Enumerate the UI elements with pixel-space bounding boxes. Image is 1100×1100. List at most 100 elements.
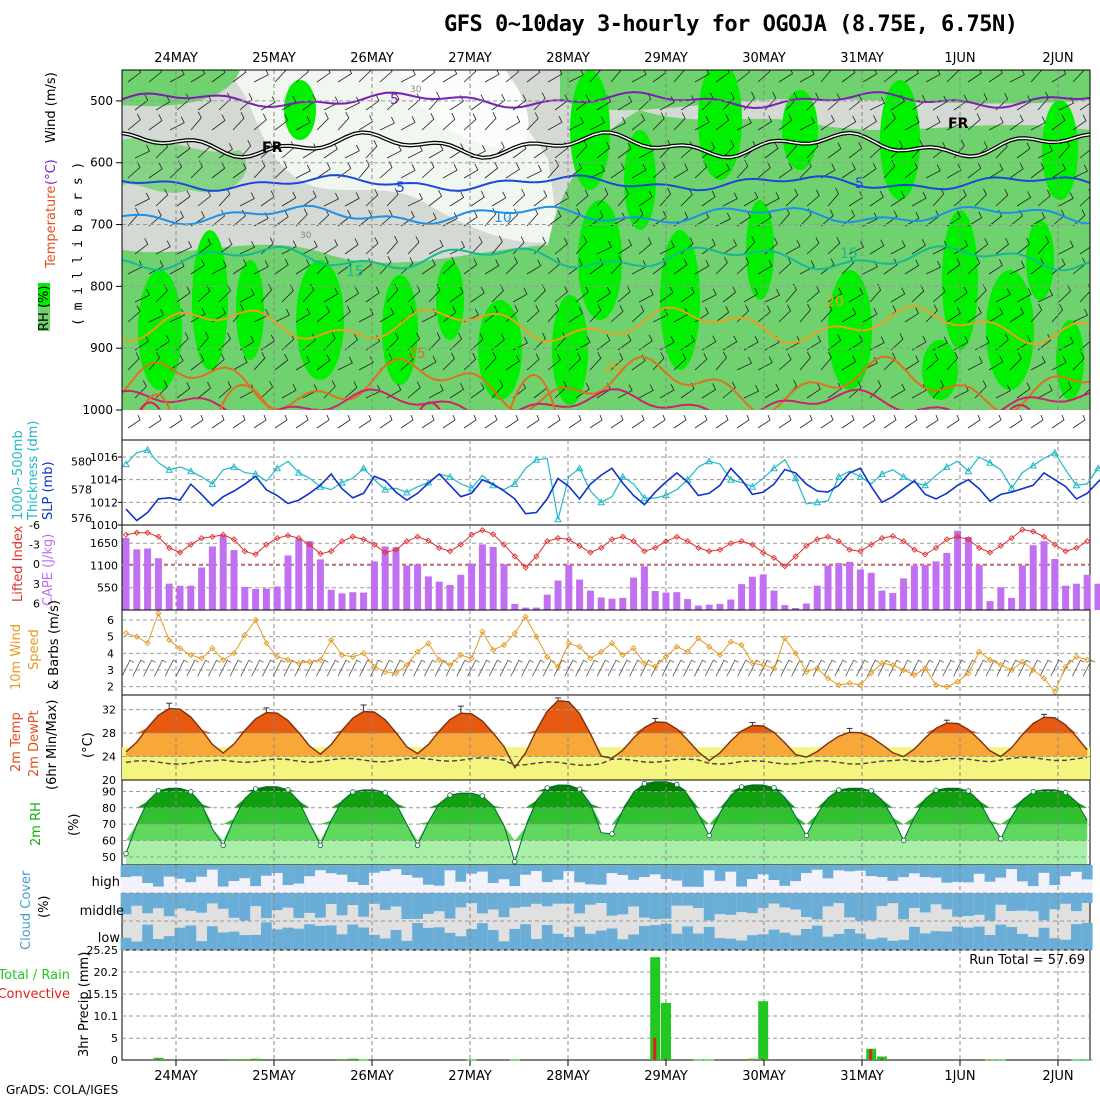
wind-barb-0-30: [757, 70, 771, 83]
wind-barb-9-15: [449, 286, 464, 303]
wind-barb-0-21: [568, 70, 584, 83]
cloud-high-63: [801, 865, 812, 874]
cloud-low-60: [768, 929, 780, 950]
cape-bar-53: [694, 605, 702, 610]
cloud-high-clear-21: [347, 882, 359, 893]
li-point-54: [706, 548, 713, 555]
cloud-high-clear-36: [509, 886, 521, 893]
wind-barb-8-38: [925, 261, 942, 275]
wind-barb-4-29: [736, 160, 749, 179]
wind-barb-10-21: [568, 307, 584, 323]
cloud-middle-43: [585, 893, 596, 905]
cloud-high-clear-80: [984, 881, 996, 893]
cape-bar-57: [738, 584, 746, 610]
wind-barb-12-23: [610, 352, 624, 371]
wind-barb-2-2: [169, 116, 185, 131]
wind-barb-9-4: [218, 284, 231, 303]
cloud-high-57: [736, 865, 747, 887]
wind-barb-5-39: [953, 189, 967, 207]
thickness-point-38: [532, 455, 541, 463]
wind-barb-10-33: [820, 304, 833, 323]
surface-barb-28: [715, 414, 729, 429]
li-point-74: [922, 551, 929, 558]
wind-barb-9-27: [701, 288, 717, 303]
pressure-label-900: 900: [90, 341, 113, 355]
cloud-high-clear-46: [617, 875, 629, 893]
wind-barb-9-22: [596, 286, 611, 303]
cloud-high-clear-89: [1081, 879, 1093, 893]
wind-barb-0-4: [211, 70, 226, 83]
wind-barb-2-22: [589, 116, 605, 131]
cloud-low-63: [801, 929, 812, 950]
wind-barb-13-38: [932, 379, 944, 399]
wind-barb-1-19: [533, 92, 546, 111]
wind-barb-4-14: [421, 161, 435, 179]
wind-point-56: [727, 638, 734, 645]
wind-point-15: [284, 656, 292, 664]
cloud-low-68: [855, 933, 866, 950]
wind-barb-5-19: [533, 190, 548, 207]
wind-barb-11-38: [932, 336, 948, 351]
precip-conv-69: [869, 1049, 873, 1060]
cape-bar-82: [1008, 597, 1016, 610]
wind-barb-9-33: [827, 287, 843, 303]
wind-barb-10-32: [799, 303, 811, 323]
cloud-middle-44: [595, 893, 607, 903]
surface-barb-17: [484, 414, 498, 429]
precip-conv-70: [880, 1058, 883, 1060]
cloud-high-clear-29: [433, 885, 445, 893]
bottom-date-axis: 24MAY 25MAY 26MAY 27MAY 28MAY 29MAY 30MAY 31MAY…: [154, 1060, 1074, 1084]
cloud-middle-21: [347, 893, 359, 905]
rh-saturated-1: [192, 230, 228, 370]
cloud-middle-77: [952, 893, 963, 917]
wind-barb-0-1: [148, 70, 162, 83]
cloud-high-clear-10: [228, 881, 240, 893]
wind-barb-9-13: [407, 285, 421, 303]
li-label-6: 6: [33, 597, 40, 610]
wind-barb-12-13: [400, 353, 414, 371]
precip-total-88: [1071, 1059, 1082, 1061]
wind-barb-12-43: [1030, 356, 1046, 371]
wind-barb-6-16: [463, 210, 478, 227]
cape-bar-63: [802, 603, 810, 610]
surface-barb-42: [1009, 414, 1023, 429]
wind-barb-12-44: [1051, 356, 1067, 371]
rh-point-63: [803, 832, 810, 839]
wind-barb-3-9: [323, 142, 338, 159]
barb-10m-50: [661, 659, 675, 677]
wind-barb-11-22: [596, 334, 611, 351]
wind-barb-5-35: [869, 190, 884, 207]
wind-barb-10-12: [379, 307, 395, 323]
wind-barb-2-35: [862, 115, 878, 131]
cape-bar-83: [1018, 565, 1026, 610]
wind-point-69: [868, 670, 875, 677]
pressure-label-700: 700: [90, 218, 113, 232]
cloud-high-16: [293, 865, 305, 884]
wind-barb-8-28: [715, 256, 728, 275]
cape-bar-55: [716, 603, 724, 610]
cape-bar-14: [273, 586, 281, 610]
cloud-high-clear-54: [703, 870, 715, 893]
label-rh: RH (%): [37, 286, 52, 331]
wind-barb-9-16: [470, 286, 485, 303]
wind-barb-5-40: [974, 188, 987, 207]
thickness-point-22: [359, 464, 368, 472]
barb-10m-75: [931, 659, 945, 677]
wind-barb-12-5: [232, 356, 248, 371]
wind-barb-6-28: [715, 212, 731, 227]
cloud-high-clear-64: [811, 869, 823, 893]
wind-point-20: [338, 651, 346, 659]
wind-barb-13-29: [743, 385, 760, 399]
cape-bar-50: [662, 592, 670, 610]
wind-barb-8-4: [211, 260, 227, 275]
rh-point-66: [836, 787, 842, 793]
cape-bar-65: [824, 565, 832, 610]
rh-legend-swatch-2: [38, 307, 50, 331]
wind-barb-7-43: [1037, 235, 1050, 255]
wind-barb-7-2: [176, 241, 193, 255]
wind-barb-7-4: [218, 238, 233, 255]
precip-total-53: [693, 1059, 704, 1061]
wind-barb-8-41: [988, 259, 1003, 275]
thickness-point-46: [618, 472, 627, 480]
li-point-33: [479, 527, 486, 534]
